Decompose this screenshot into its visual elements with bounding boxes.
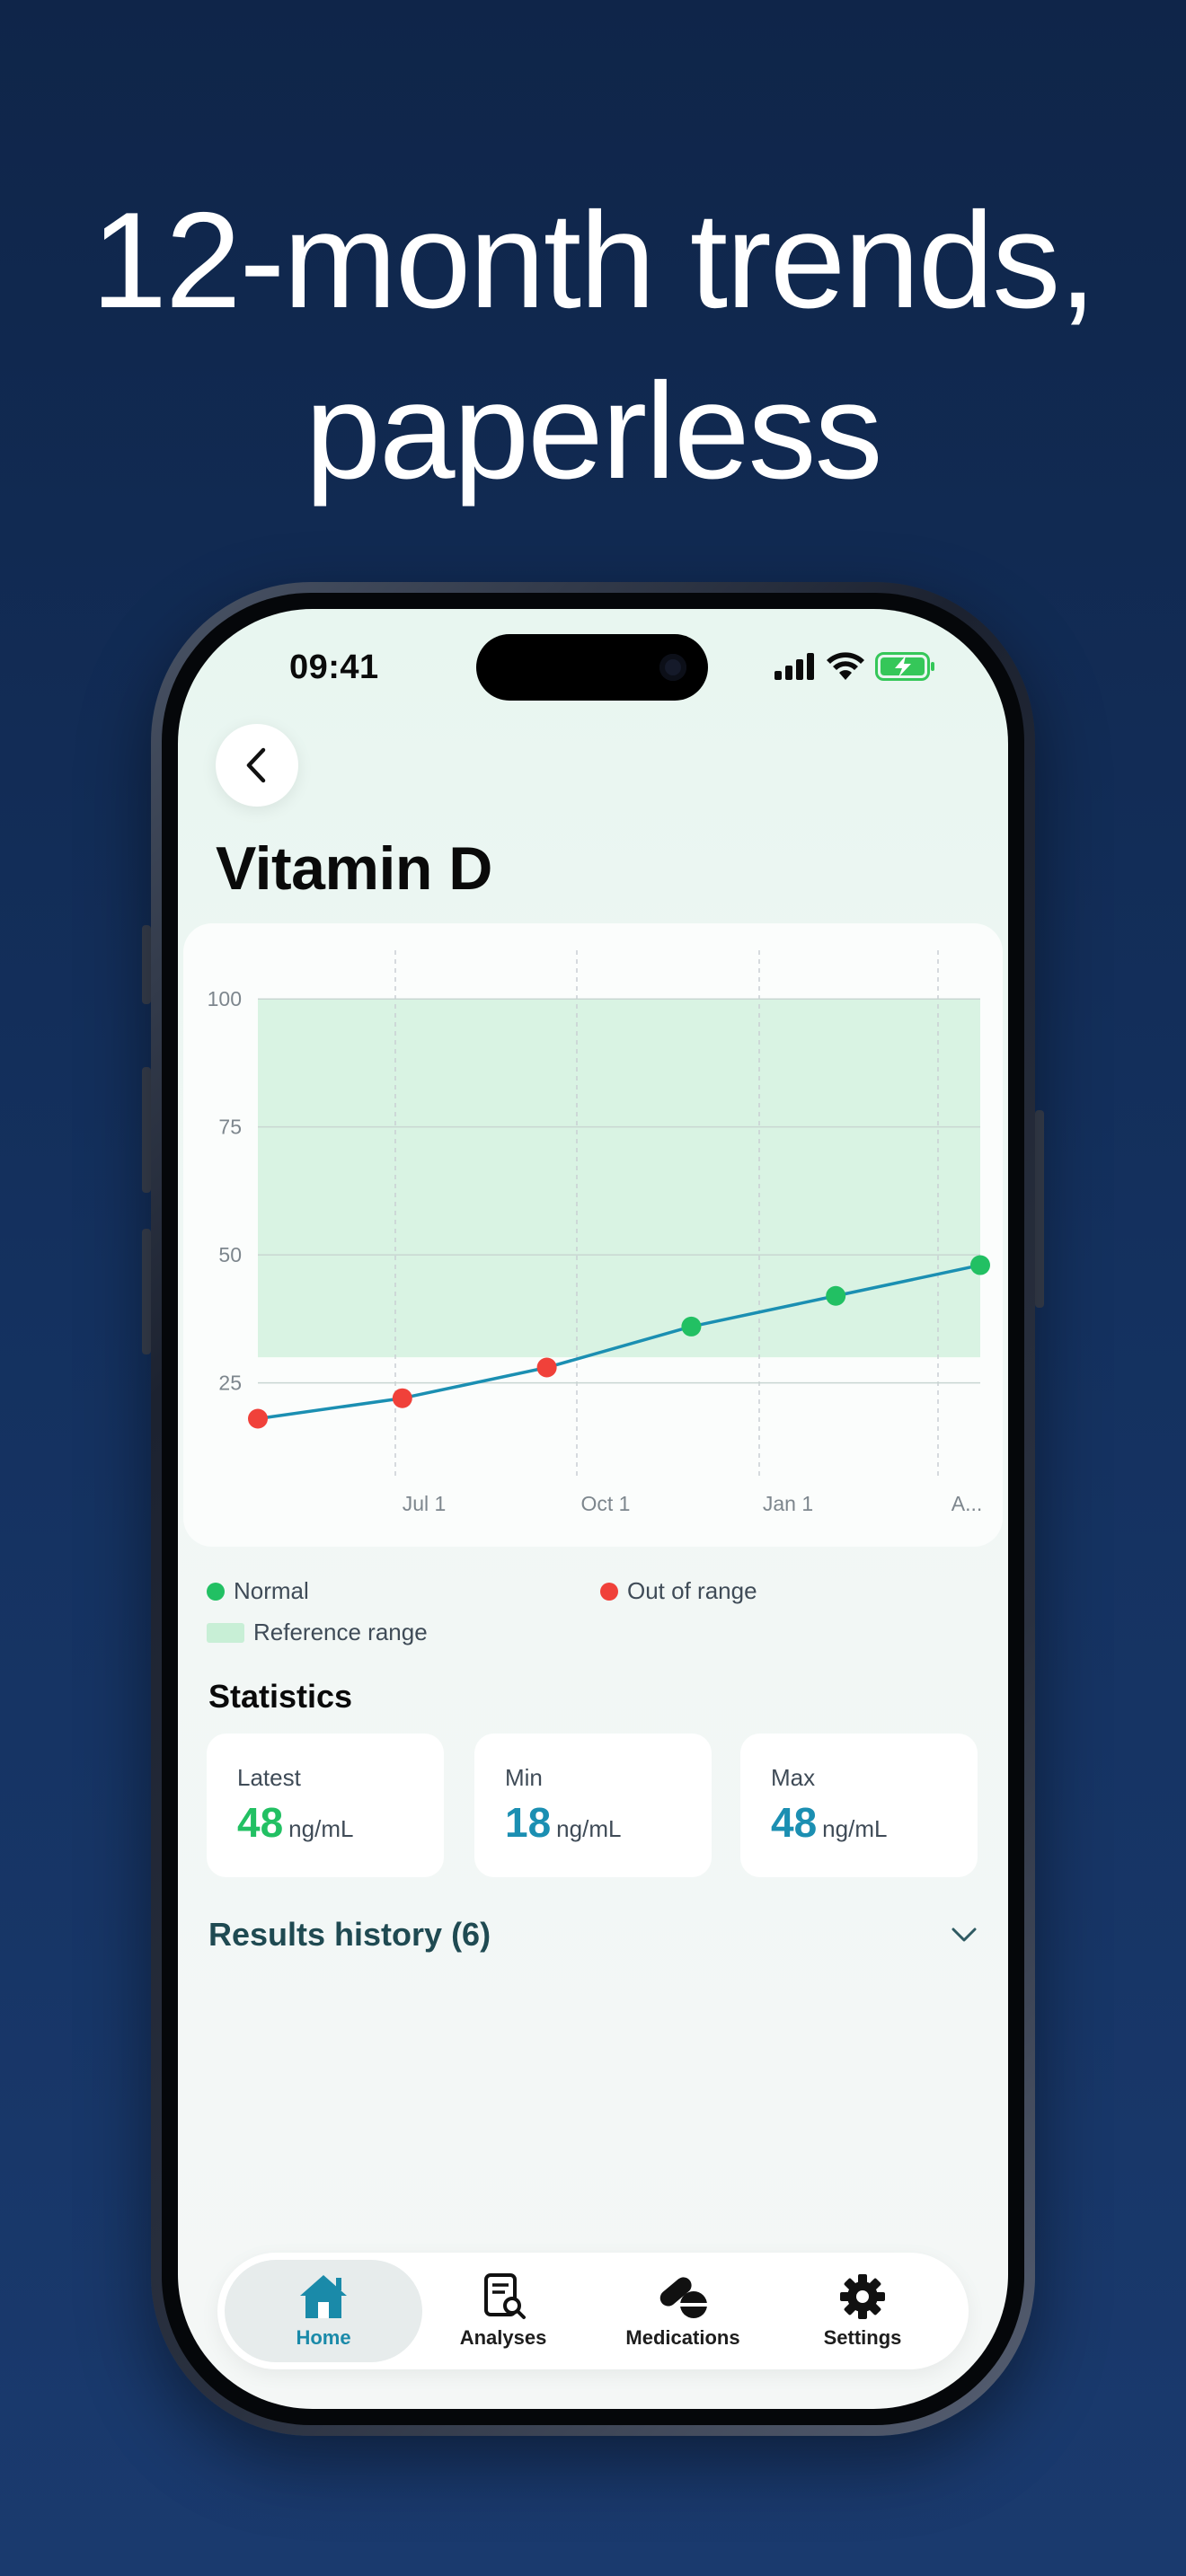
data-point-2 xyxy=(536,1357,557,1378)
x-tick-label-1: Oct 1 xyxy=(581,1492,631,1515)
battery-charging-icon xyxy=(875,652,934,681)
stat-card-min: Min 18 ng/mL xyxy=(474,1734,712,1877)
tab-analyses-label: Analyses xyxy=(459,2326,547,2349)
tab-settings[interactable]: Settings xyxy=(764,2260,961,2362)
back-button[interactable] xyxy=(216,724,298,807)
tab-analyses[interactable]: Analyses xyxy=(404,2260,602,2362)
headline-line-2: paperless xyxy=(305,355,882,507)
stat-min-value: 18 xyxy=(505,1799,552,1846)
x-tick-label-3: A... xyxy=(951,1492,983,1515)
stat-max-label: Max xyxy=(771,1764,816,1791)
chevron-left-icon xyxy=(246,747,266,783)
stat-latest-label: Latest xyxy=(237,1764,301,1791)
stat-latest-value: 48 xyxy=(237,1799,284,1846)
legend-out-dot xyxy=(600,1582,618,1601)
x-tick-label-0: Jul 1 xyxy=(403,1492,447,1515)
vitamin-d-chart: 100 75 50 25 Jul 1 Oct 1 Jan 1 A... xyxy=(208,950,990,1515)
series-line xyxy=(257,1263,981,1421)
stat-latest-value-row: 48 ng/mL xyxy=(237,1798,353,1847)
data-point-1 xyxy=(392,1388,412,1408)
gear-icon xyxy=(840,2274,885,2319)
statistics-title: Statistics xyxy=(208,1678,353,1715)
legend-range-swatch xyxy=(207,1622,244,1643)
wifi-icon xyxy=(827,652,864,680)
tab-home[interactable]: Home xyxy=(225,2260,422,2362)
signal-icon xyxy=(774,653,814,680)
chart-card: 100 75 50 25 Jul 1 Oct 1 Jan 1 A... xyxy=(183,923,1003,1547)
legend-out-of-range: Out of range xyxy=(600,1577,757,1605)
chevron-down-icon xyxy=(951,1928,977,1942)
legend-normal-dot xyxy=(207,1582,225,1601)
power-button xyxy=(1035,1110,1044,1308)
y-tick-label-2: 50 xyxy=(218,1243,242,1266)
stat-latest-unit: ng/mL xyxy=(288,1815,354,1842)
stat-card-max: Max 48 ng/mL xyxy=(740,1734,978,1877)
data-point-4 xyxy=(826,1285,846,1306)
home-icon xyxy=(300,2275,347,2318)
analyses-icon xyxy=(484,2273,526,2319)
data-point-3 xyxy=(681,1316,702,1337)
app-screen: 09:41 Vitamin D 100 75 50 25 Jul 1 Oct 1 Jan 1… xyxy=(178,609,1008,2409)
front-camera xyxy=(659,654,686,681)
stat-min-unit: ng/mL xyxy=(556,1815,622,1842)
legend-out-label: Out of range xyxy=(627,1577,757,1604)
data-point-0 xyxy=(248,1408,268,1429)
data-point-5 xyxy=(970,1255,990,1275)
tab-medications[interactable]: Medications xyxy=(584,2260,782,2362)
legend-range-label: Reference range xyxy=(253,1619,428,1645)
status-icons xyxy=(774,652,936,681)
headline-line-1: 12-month trends, xyxy=(91,184,1096,337)
tab-bar: Home Analyses Medications xyxy=(217,2253,969,2369)
y-tick-label-1: 75 xyxy=(218,1116,242,1139)
y-tick-label-3: 25 xyxy=(218,1372,242,1395)
tab-medications-label: Medications xyxy=(625,2326,740,2349)
stat-max-unit: ng/mL xyxy=(822,1815,888,1842)
headline: 12-month trends, paperless xyxy=(0,175,1186,516)
stat-card-latest: Latest 48 ng/mL xyxy=(207,1734,444,1877)
results-history-label: Results history (6) xyxy=(208,1916,491,1953)
page-title: Vitamin D xyxy=(216,834,492,903)
pills-icon xyxy=(659,2277,708,2318)
legend-normal-label: Normal xyxy=(234,1577,309,1604)
legend-normal: Normal xyxy=(207,1577,309,1605)
x-tick-label-2: Jan 1 xyxy=(763,1492,813,1515)
tab-home-label: Home xyxy=(296,2326,351,2349)
stat-min-value-row: 18 ng/mL xyxy=(505,1798,621,1847)
results-history-toggle[interactable]: Results history (6) xyxy=(208,1908,978,1962)
volume-up-button xyxy=(142,1067,151,1193)
volume-down-button xyxy=(142,1229,151,1354)
stat-max-value: 48 xyxy=(771,1799,818,1846)
stat-max-value-row: 48 ng/mL xyxy=(771,1798,887,1847)
legend-reference-range: Reference range xyxy=(207,1619,428,1646)
status-time: 09:41 xyxy=(289,648,379,686)
reference-range-band xyxy=(258,999,980,1358)
stat-min-label: Min xyxy=(505,1764,543,1791)
tab-settings-label: Settings xyxy=(823,2326,902,2349)
action-button xyxy=(142,925,151,1004)
y-tick-label-0: 100 xyxy=(208,987,242,1010)
dynamic-island xyxy=(476,634,708,701)
